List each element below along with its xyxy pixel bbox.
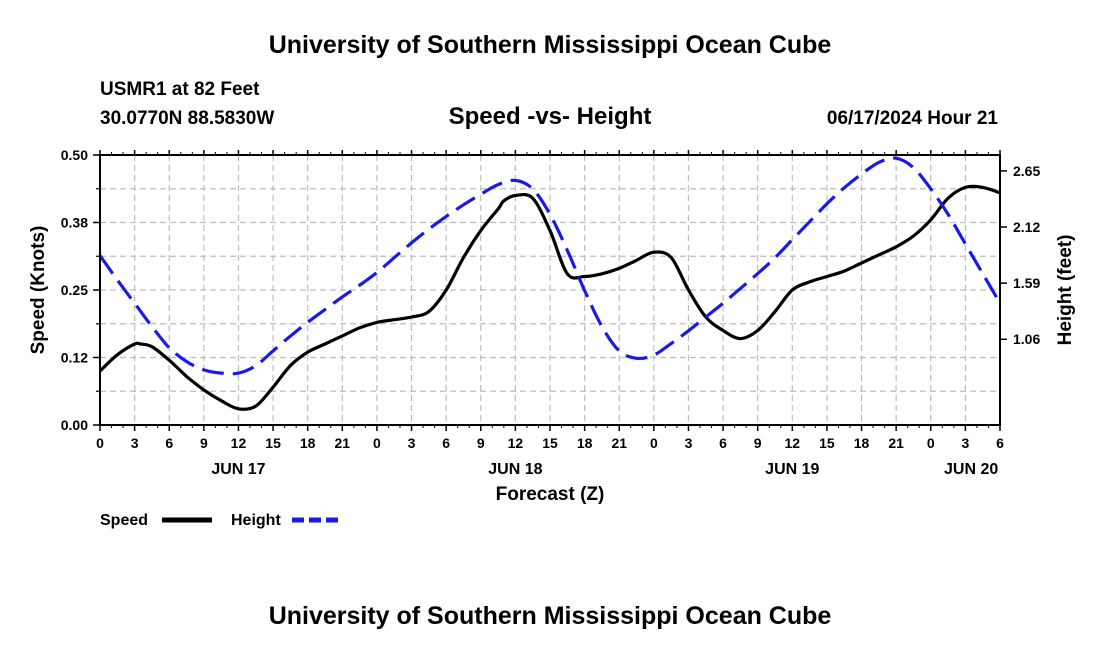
y2-tick-label: 1.59: [1013, 275, 1040, 291]
y-axis-label: Speed (Knots): [28, 226, 49, 355]
y-tick-label: 0.00: [61, 417, 88, 433]
y2-tick-label: 2.65: [1013, 163, 1040, 179]
series-group: [98, 156, 1002, 411]
x-tick-label: 6: [442, 435, 450, 451]
day-label: JUN 17: [211, 461, 265, 478]
x-tick-label: 9: [200, 435, 208, 451]
x-tick-label: 18: [854, 435, 870, 451]
legend-speed-label: Speed: [100, 512, 148, 529]
x-tick-label: 21: [335, 435, 351, 451]
x-tick-label: 12: [508, 435, 524, 451]
x-tick-label: 9: [477, 435, 485, 451]
day-label: JUN 18: [488, 461, 542, 478]
x-tick-label: 3: [408, 435, 416, 451]
series-line-speed: [98, 184, 1001, 411]
day-label: JUN 20: [944, 461, 998, 478]
legend-height-label: Height: [231, 512, 281, 529]
page-title: University of Southern Mississippi Ocean…: [269, 31, 832, 59]
x-tick-label: 6: [719, 435, 727, 451]
x-tick-label: 18: [577, 435, 593, 451]
series-line-height: [98, 156, 1002, 376]
y2-tick-label: 1.06: [1013, 331, 1040, 347]
y-tick-label: 0.38: [61, 215, 88, 231]
x-tick-label: 18: [300, 435, 316, 451]
day-label: JUN 19: [765, 461, 819, 478]
y-tick-label: 0.50: [61, 147, 88, 163]
x-axis-label: Forecast (Z): [496, 484, 605, 505]
x-tick-label: 12: [231, 435, 247, 451]
x-tick-label: 0: [96, 435, 104, 451]
chart-title: Speed -vs- Height: [449, 103, 652, 130]
x-tick-label: 15: [542, 435, 558, 451]
footer-title: University of Southern Mississippi Ocean…: [269, 602, 832, 630]
x-tick-label: 3: [685, 435, 693, 451]
x-tick-label: 6: [996, 435, 1004, 451]
x-tick-label: 0: [927, 435, 935, 451]
date-label: 06/17/2024 Hour 21: [827, 108, 999, 129]
legend: Speed Height: [100, 512, 342, 529]
coordinates-label: 30.0770N 88.5830W: [100, 108, 274, 129]
x-tick-label: 0: [650, 435, 658, 451]
x-tick-label: 9: [754, 435, 762, 451]
x-tick-label: 6: [165, 435, 173, 451]
y-tick-label: 0.12: [61, 350, 88, 366]
x-tick-label: 12: [785, 435, 801, 451]
x-tick-label: 3: [961, 435, 969, 451]
y-tick-label: 0.25: [61, 282, 88, 298]
x-tick-label: 15: [265, 435, 281, 451]
axis-ticks: 0 3 6 9 12 15 18 21 0 3 6 9 12 15 18 21 0 3 6 9 12 15 18 21 0 3 6 0…: [61, 147, 1041, 478]
y2-tick-label: 2.12: [1013, 219, 1040, 235]
x-tick-label: 0: [373, 435, 381, 451]
station-label: USMR1 at 82 Feet: [100, 79, 260, 100]
x-tick-label: 21: [888, 435, 904, 451]
grid: [100, 155, 1000, 425]
x-tick-label: 21: [611, 435, 627, 451]
x-tick-label: 15: [819, 435, 835, 451]
x-tick-label: 3: [131, 435, 139, 451]
y2-axis-label: Height (feet): [1055, 235, 1076, 346]
